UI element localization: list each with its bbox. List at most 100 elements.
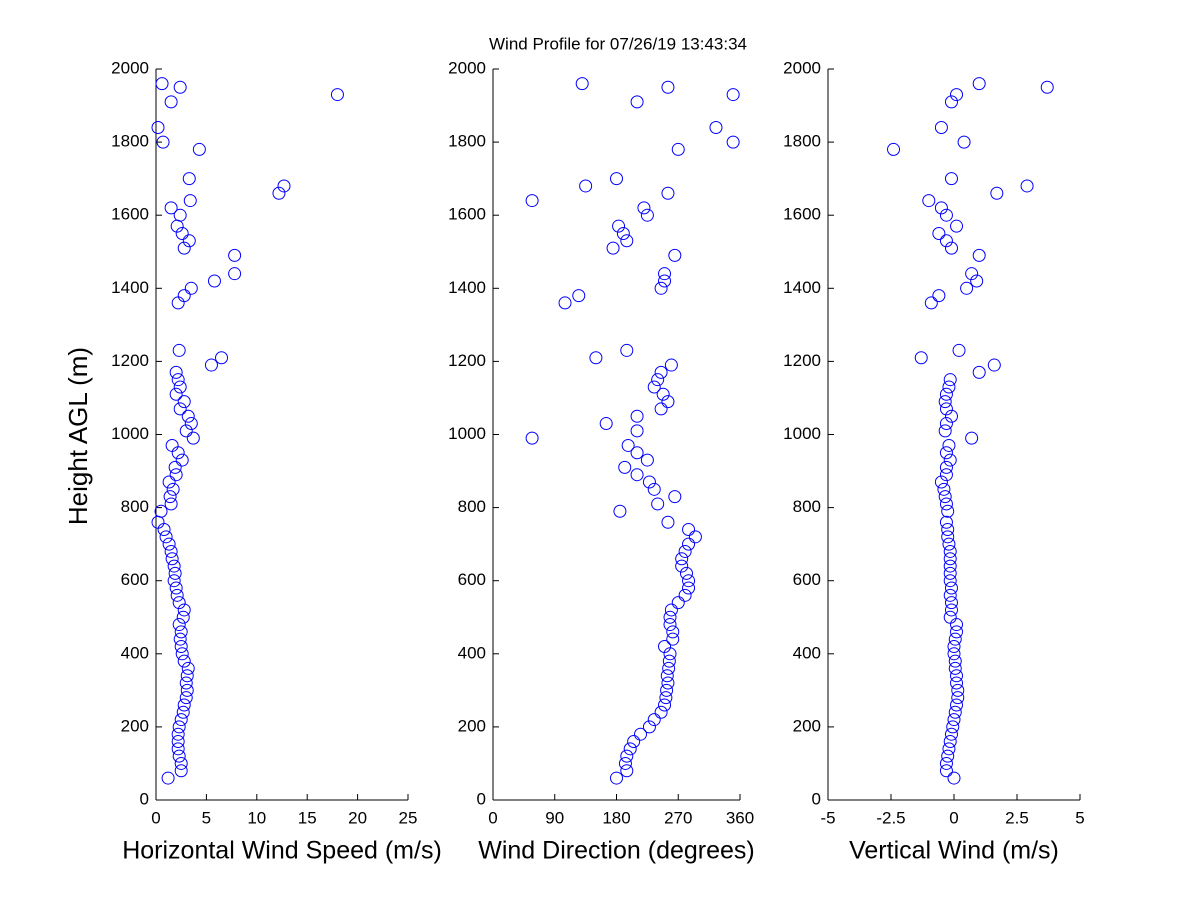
point [159,530,173,544]
x-tick-label: 0 [151,808,160,827]
point [938,490,952,504]
point [942,438,956,452]
point [957,135,971,149]
point [174,764,188,778]
point [621,438,635,452]
y-tick-label: 600 [121,570,149,589]
point [181,409,195,423]
y-tick-label: 800 [121,497,149,516]
point [934,475,948,489]
point [173,80,187,94]
point [948,661,962,675]
point [943,559,957,573]
point [610,771,623,785]
y-tick-label: 1200 [111,351,149,370]
point [934,120,948,134]
point [642,475,656,489]
point [161,771,175,785]
point [942,380,956,394]
y-tick-label: 1000 [448,424,486,443]
point [177,395,191,409]
point [934,201,948,215]
point [965,267,979,281]
point [171,373,185,387]
point [168,566,182,580]
point [941,530,955,544]
point [175,453,189,467]
point [944,95,958,109]
point [176,610,190,624]
point [662,654,676,668]
point [169,387,183,401]
y-axis-label: Height AGL (m) [63,347,93,525]
point [947,639,961,653]
point [616,226,630,240]
point [166,482,180,496]
point [180,683,194,697]
point [950,698,964,712]
point [272,186,286,200]
y-tick-label: 1200 [783,351,821,370]
x-axis-label: Vertical Wind (m/s) [849,837,1059,865]
point [184,417,198,431]
point [944,172,958,186]
point [682,537,696,551]
point [662,661,676,675]
point [172,749,186,763]
point [944,241,958,255]
point [941,523,955,537]
point [661,515,675,529]
point [943,610,957,624]
point [172,343,186,357]
point [661,395,675,409]
point [277,179,291,193]
point [175,647,189,661]
point [943,588,957,602]
point [658,639,672,653]
point [179,676,193,690]
point [613,504,627,518]
point [682,574,696,588]
y-tick-label: 400 [793,643,821,662]
point [164,95,178,109]
point [228,248,242,262]
y-tick-label: 1800 [111,132,149,151]
point [642,720,656,734]
point [972,365,986,379]
point [678,588,692,602]
y-tick-label: 2000 [783,58,821,77]
point [948,632,962,646]
point [575,77,589,91]
point [630,446,644,460]
point [651,497,665,511]
point [658,698,672,712]
point [942,537,956,551]
point [726,135,740,149]
point [182,172,196,186]
y-tick-label: 1000 [783,424,821,443]
x-tick-label: 5 [202,808,211,827]
point [176,705,190,719]
point [939,417,953,431]
point [525,194,539,208]
y-tick-label: 400 [121,643,149,662]
figure-title: Wind Profile for 07/26/19 13:43:34 [489,34,747,53]
point [688,530,702,544]
point [640,208,654,222]
point [627,735,641,749]
point [950,625,964,639]
point [951,691,965,705]
point [682,523,696,537]
point [666,625,680,639]
point [173,402,187,416]
point [172,618,186,632]
point [589,351,603,365]
point [675,552,689,566]
point [173,208,187,222]
x-tick-label: 20 [348,808,367,827]
point [939,497,953,511]
point [630,424,644,438]
point [612,219,626,233]
point [938,395,952,409]
point [709,120,723,134]
